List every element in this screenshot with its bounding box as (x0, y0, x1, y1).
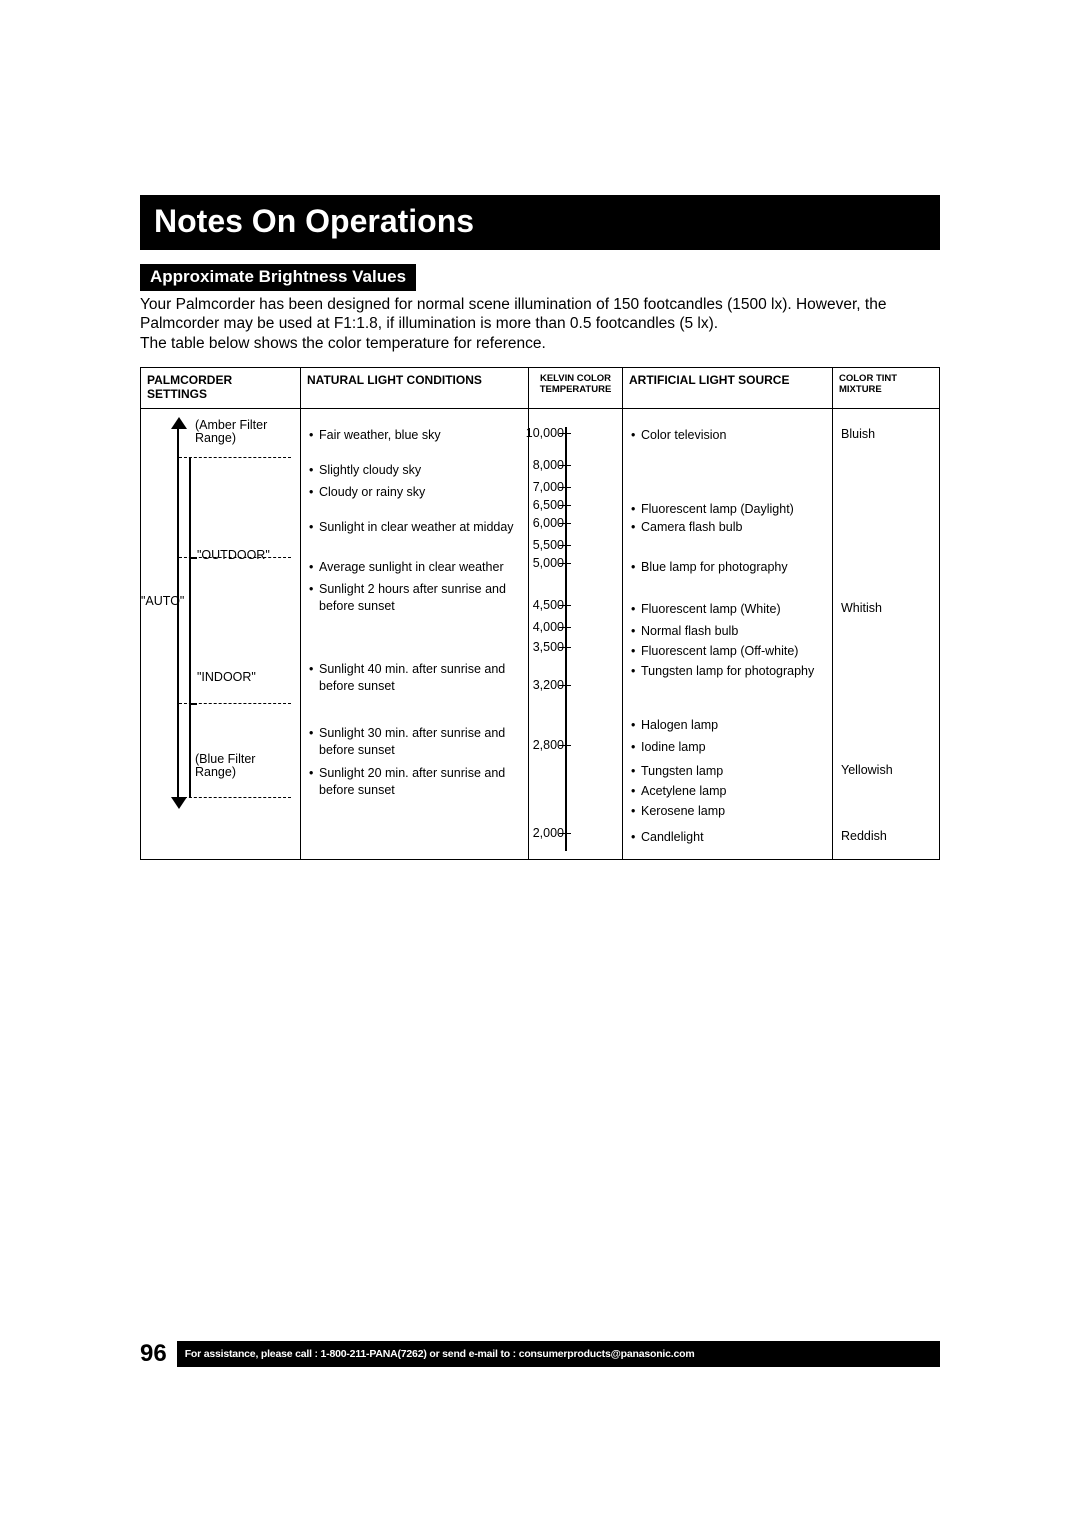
kelvin-label: 3,200 (514, 678, 564, 692)
artificial-item: Color television (631, 427, 827, 444)
color-temperature-table: PALMCORDER SETTINGS NATURAL LIGHT CONDIT… (140, 367, 940, 860)
artificial-item: Fluorescent lamp (Off-white) (631, 643, 827, 660)
kelvin-label: 4,000 (514, 620, 564, 634)
kelvin-label: 7,000 (514, 480, 564, 494)
tint-item: Bluish (841, 427, 875, 441)
settings-inner-axis (189, 457, 191, 797)
artificial-item: Iodine lamp (631, 739, 827, 756)
artificial-item: Acetylene lamp (631, 783, 827, 800)
kelvin-label: 5,500 (514, 538, 564, 552)
artificial-item: Tungsten lamp for photography (631, 663, 827, 680)
natural-item: Sunlight 40 min. after sunrise and befor… (309, 661, 521, 695)
th-artificial: ARTIFICIAL LIGHT SOURCE (623, 368, 833, 408)
th-natural: NATURAL LIGHT CONDITIONS (301, 368, 529, 408)
kelvin-axis (565, 427, 567, 851)
kelvin-label: 4,500 (514, 598, 564, 612)
settings-dash (179, 457, 291, 458)
th-kelvin: KELVIN COLOR TEMPERATURE (529, 368, 623, 408)
natural-item: Slightly cloudy sky (309, 462, 521, 479)
th-settings: PALMCORDER SETTINGS (141, 368, 301, 408)
table-header-row: PALMCORDER SETTINGS NATURAL LIGHT CONDIT… (141, 368, 939, 409)
artificial-item: Fluorescent lamp (Daylight) (631, 501, 827, 518)
kelvin-label: 6,000 (514, 516, 564, 530)
footer-text: For assistance, please call : 1-800-211-… (177, 1341, 940, 1367)
settings-dash (179, 797, 291, 798)
artificial-bullets: Color television Fluorescent lamp (Daylig… (631, 415, 826, 853)
subheader: Approximate Brightness Values (140, 264, 416, 291)
label-amber: (Amber Filter Range) (195, 419, 291, 447)
arrow-up-icon (171, 417, 187, 429)
label-indoor: "INDOOR" (197, 671, 256, 685)
cell-settings: (Amber Filter Range) "OUTDOOR" "AUTO" "I… (141, 409, 301, 859)
natural-item: Sunlight 30 min. after sunrise and befor… (309, 725, 521, 759)
kelvin-label: 10,000 (514, 426, 564, 440)
header-title: Notes On Operations (154, 203, 926, 240)
natural-bullets: Fair weather, blue sky Slightly cloudy sk… (309, 415, 522, 853)
kelvin-label: 8,000 (514, 458, 564, 472)
kelvin-label: 5,000 (514, 556, 564, 570)
artificial-item: Halogen lamp (631, 717, 827, 734)
kelvin-scale: 10,0008,0007,0006,5006,0005,5005,0004,50… (531, 415, 620, 853)
tint-labels: Bluish Whitish Yellowish Reddish (841, 415, 933, 853)
settings-tick (189, 557, 197, 559)
intro-text: Your Palmcorder has been designed for no… (140, 295, 940, 353)
artificial-item: Tungsten lamp (631, 763, 827, 780)
cell-tint: Bluish Whitish Yellowish Reddish (833, 409, 939, 859)
kelvin-label: 3,500 (514, 640, 564, 654)
cell-natural: Fair weather, blue sky Slightly cloudy sk… (301, 409, 529, 859)
artificial-item: Fluorescent lamp (White) (631, 601, 827, 618)
settings-axis (177, 423, 179, 801)
page-content: Notes On Operations Approximate Brightne… (140, 195, 940, 860)
tint-item: Whitish (841, 601, 882, 615)
header-band: Notes On Operations (140, 195, 940, 250)
natural-item: Sunlight 20 min. after sunrise and befor… (309, 765, 521, 799)
footer-band: 96 For assistance, please call : 1-800-2… (140, 1340, 940, 1368)
tint-item: Reddish (841, 829, 887, 843)
artificial-item: Blue lamp for photography (631, 559, 827, 576)
natural-item: Sunlight 2 hours after sunrise and befor… (309, 581, 521, 615)
label-auto: "AUTO" (141, 595, 184, 609)
label-outdoor: "OUTDOOR" (197, 549, 270, 563)
kelvin-label: 6,500 (514, 498, 564, 512)
kelvin-label: 2,000 (514, 826, 564, 840)
label-blue: (Blue Filter Range) (195, 753, 291, 781)
natural-item: Cloudy or rainy sky (309, 484, 521, 501)
arrow-down-icon (171, 797, 187, 809)
natural-item: Sunlight in clear weather at midday (309, 519, 521, 536)
kelvin-label: 2,800 (514, 738, 564, 752)
cell-kelvin: 10,0008,0007,0006,5006,0005,5005,0004,50… (529, 409, 623, 859)
table-body-row: (Amber Filter Range) "OUTDOOR" "AUTO" "I… (141, 409, 939, 859)
settings-tick (189, 703, 197, 705)
tint-item: Yellowish (841, 763, 893, 777)
artificial-item: Kerosene lamp (631, 803, 827, 820)
natural-item: Average sunlight in clear weather (309, 559, 521, 576)
artificial-item: Candlelight (631, 829, 827, 846)
artificial-item: Normal flash bulb (631, 623, 827, 640)
cell-artificial: Color television Fluorescent lamp (Daylig… (623, 409, 833, 859)
th-tint: COLOR TINT MIXTURE (833, 368, 939, 408)
artificial-item: Camera flash bulb (631, 519, 827, 536)
page-number: 96 (140, 1340, 167, 1368)
natural-item: Fair weather, blue sky (309, 427, 521, 444)
